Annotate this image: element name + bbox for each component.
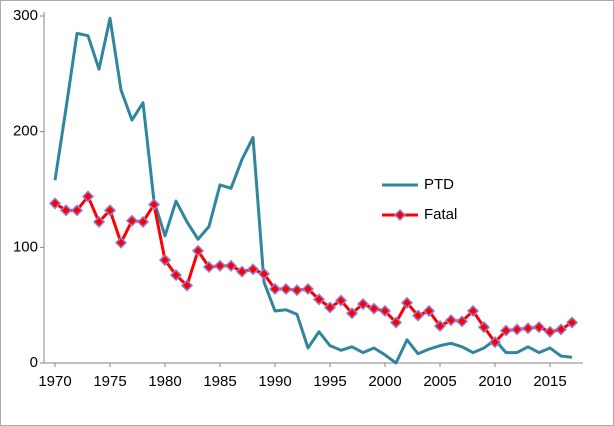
marker <box>378 304 392 318</box>
y-tick-label: 100 <box>13 238 38 255</box>
x-tick-label: 2000 <box>368 373 401 390</box>
marker <box>235 265 249 278</box>
marker <box>81 190 95 203</box>
x-tick-label: 1980 <box>148 373 181 390</box>
marker <box>136 215 150 228</box>
marker <box>268 282 282 296</box>
x-tick-label: 2015 <box>533 373 566 390</box>
marker <box>125 214 139 227</box>
marker <box>433 319 447 333</box>
legend-label: PTD <box>424 176 454 193</box>
marker <box>532 321 546 334</box>
x-tick-label: 1985 <box>203 373 236 390</box>
x-tick-label: 2005 <box>423 373 456 390</box>
legend-label: Fatal <box>424 206 457 223</box>
marker <box>191 244 205 257</box>
marker <box>147 198 161 211</box>
marker <box>70 204 84 217</box>
marker <box>213 259 227 272</box>
marker <box>543 325 557 338</box>
marker <box>356 297 370 311</box>
marker <box>257 267 271 280</box>
marker <box>521 322 535 335</box>
series-line <box>53 16 573 365</box>
marker <box>444 314 458 327</box>
marker <box>477 321 491 334</box>
x-tick-label: 1975 <box>93 373 126 390</box>
marker <box>466 304 480 318</box>
marker <box>169 269 183 282</box>
x-tick-label: 1995 <box>313 373 346 390</box>
y-tick-label: 200 <box>13 123 38 140</box>
marker <box>224 259 238 272</box>
x-tick-label: 1990 <box>258 373 291 390</box>
y-tick-label: 0 <box>30 354 38 371</box>
x-tick-label: 1970 <box>38 373 71 390</box>
marker <box>499 324 513 337</box>
marker <box>334 294 348 307</box>
marker <box>48 197 62 210</box>
marker <box>411 309 425 322</box>
marker <box>400 296 414 309</box>
marker <box>510 323 524 336</box>
marker <box>279 282 293 296</box>
marker <box>59 204 73 217</box>
marker <box>565 316 579 329</box>
x-tick-label: 2010 <box>478 373 511 390</box>
marker <box>488 336 502 349</box>
marker <box>202 260 216 274</box>
marker <box>422 304 436 318</box>
y-tick-label: 300 <box>13 7 38 24</box>
marker <box>323 301 337 314</box>
marker <box>455 315 469 328</box>
marker <box>554 323 568 336</box>
marker <box>158 253 172 267</box>
marker <box>389 316 403 329</box>
marker <box>180 279 194 292</box>
legend-marker <box>393 208 407 222</box>
marker <box>103 204 117 217</box>
marker <box>312 293 326 306</box>
marker <box>290 284 304 297</box>
marker <box>301 282 315 296</box>
marker <box>246 263 260 276</box>
marker <box>345 307 359 320</box>
marker <box>367 302 381 315</box>
marker <box>114 236 128 249</box>
marker <box>92 215 106 228</box>
